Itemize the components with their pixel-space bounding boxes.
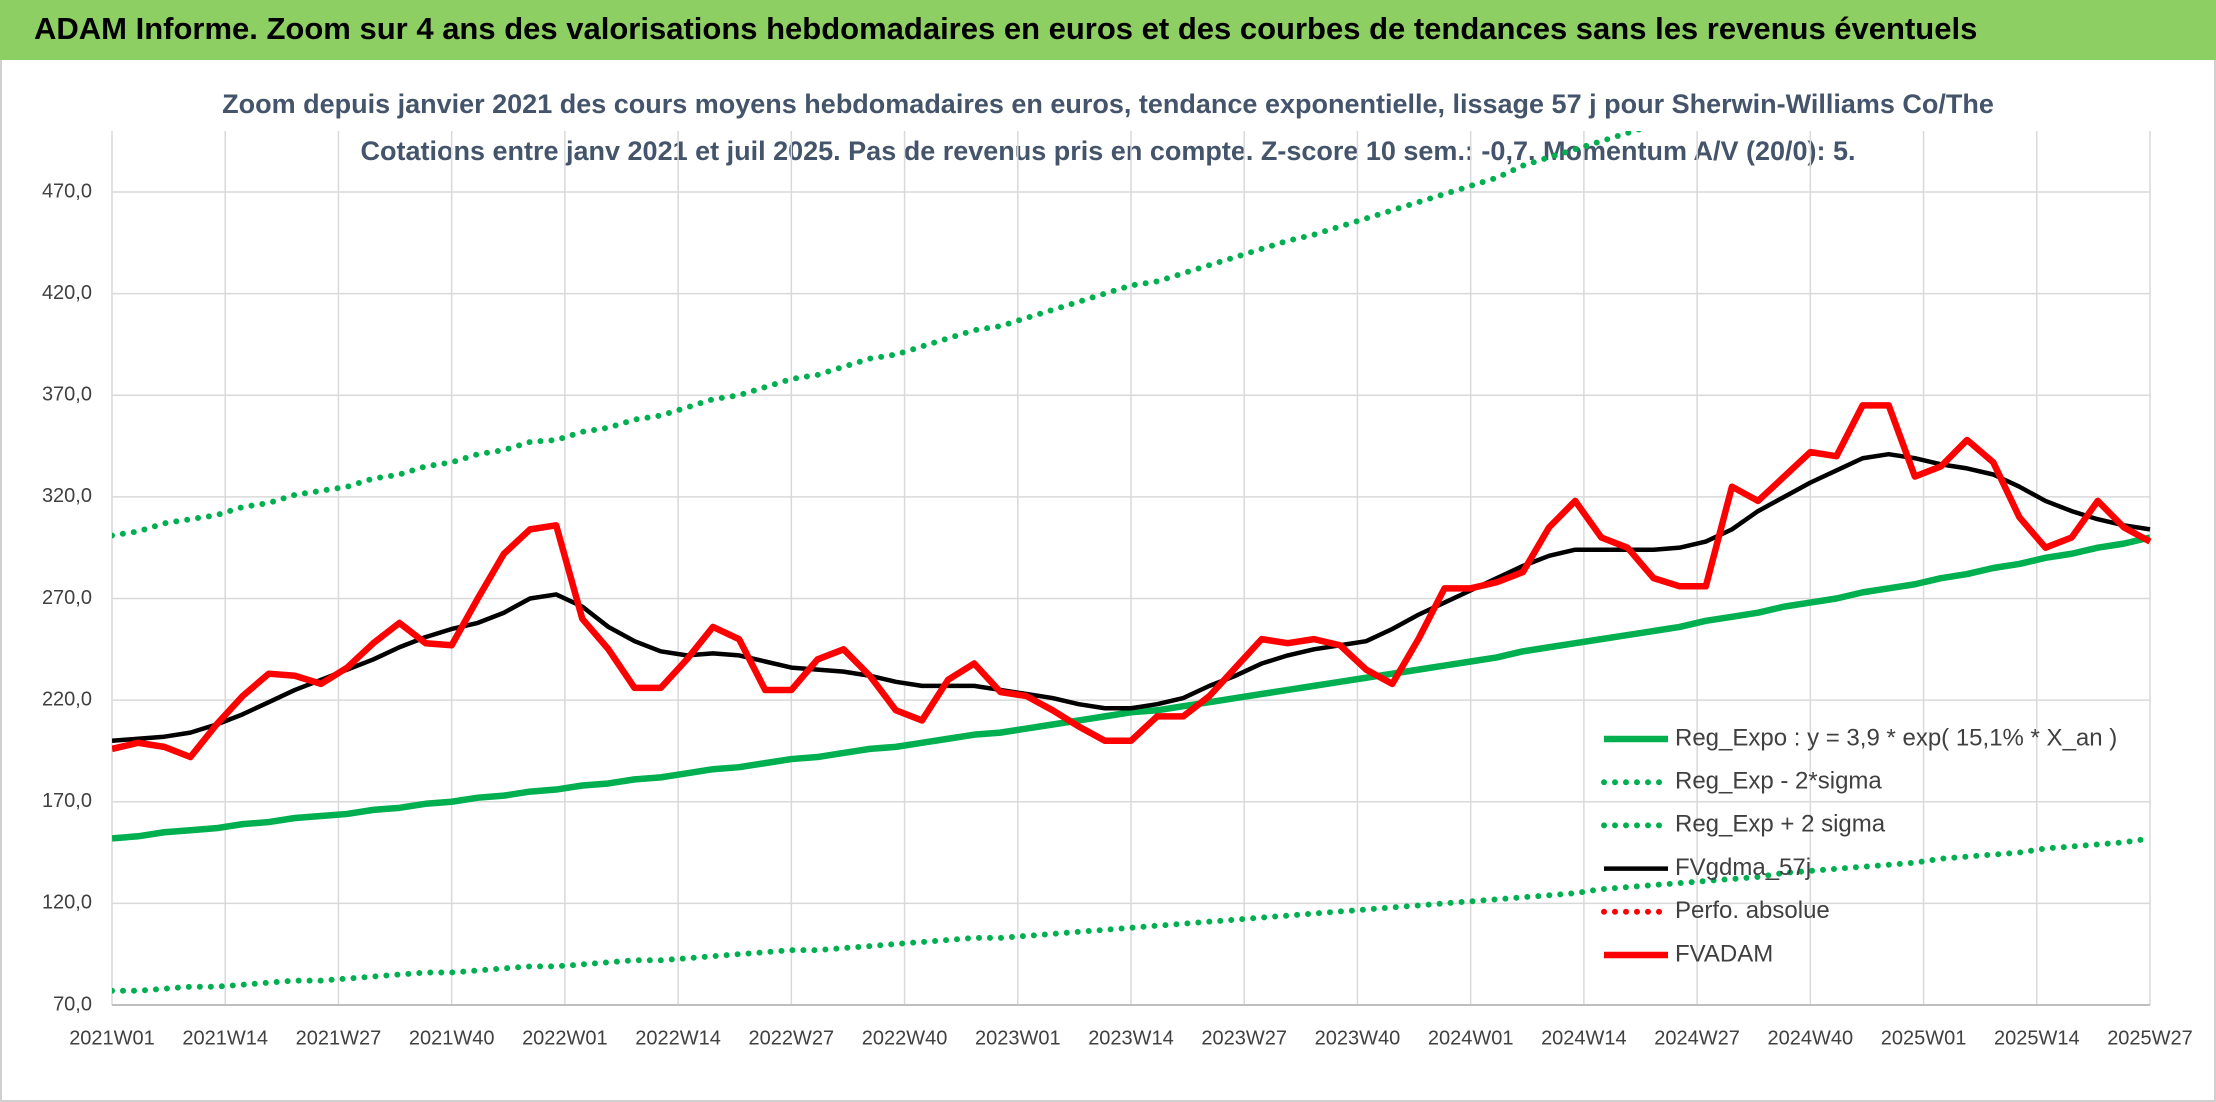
x-tick-label: 2025W14 <box>1994 1027 2080 1049</box>
y-tick-label: 470,0 <box>42 180 92 202</box>
y-tick-label: 170,0 <box>42 790 92 812</box>
plot-area <box>112 131 2152 994</box>
y-tick-label: 320,0 <box>42 485 92 507</box>
legend-label: Reg_Exp - 2*sigma <box>1675 768 1882 795</box>
x-tick-label: 2024W27 <box>1654 1027 1740 1049</box>
x-tick-label: 2021W01 <box>69 1027 155 1049</box>
x-tick-label: 2024W01 <box>1428 1027 1514 1049</box>
chart-title: Zoom depuis janvier 2021 des cours moyen… <box>222 89 1994 119</box>
x-tick-label: 2021W27 <box>296 1027 382 1049</box>
y-tick-label: 370,0 <box>42 384 92 406</box>
y-tick-label: 420,0 <box>42 282 92 304</box>
x-tick-label: 2022W27 <box>749 1027 835 1049</box>
y-tick-label: 120,0 <box>42 892 92 914</box>
grid <box>111 131 2151 1006</box>
series-line <box>112 402 2152 761</box>
series-line <box>112 451 2151 744</box>
x-tick-label: 2022W40 <box>862 1027 948 1049</box>
x-tick-label: 2021W14 <box>182 1027 268 1049</box>
header-bar <box>0 0 2216 60</box>
header-title: ADAM Informe. Zoom sur 4 ans des valoris… <box>34 11 1977 46</box>
legend-label: Reg_Exp + 2 sigma <box>1675 811 1886 838</box>
x-tick-label: 2023W27 <box>1201 1027 1287 1049</box>
x-tick-label: 2025W27 <box>2107 1027 2193 1049</box>
legend-label: FVgdma_57j <box>1675 854 1811 881</box>
x-tick-label: 2022W01 <box>522 1027 608 1049</box>
y-tick-label: 220,0 <box>42 688 92 710</box>
x-tick-label: 2021W40 <box>409 1027 495 1049</box>
legend-label: Perfo. absolue <box>1675 897 1830 924</box>
chart-subtitle: Cotations entre janv 2021 et juil 2025. … <box>360 136 1855 166</box>
y-tick-label: 70,0 <box>53 993 92 1015</box>
legend-label: FVADAM <box>1675 940 1773 967</box>
legend: Reg_Expo : y = 3,9 * exp( 15,1% * X_an )… <box>1601 724 2117 967</box>
x-tick-label: 2023W14 <box>1088 1027 1174 1049</box>
series-line <box>112 534 2151 842</box>
x-tick-label: 2023W40 <box>1315 1027 1401 1049</box>
x-tick-label: 2024W14 <box>1541 1027 1627 1049</box>
legend-label: Reg_Expo : y = 3,9 * exp( 15,1% * X_an ) <box>1675 724 2117 751</box>
axis-labels: 70,0 120,0 170,0 220,0 270,0 320,0 370,0 420,0 4… <box>42 180 2193 1049</box>
x-tick-label: 2022W14 <box>635 1027 721 1049</box>
series-line <box>112 835 2152 994</box>
x-tick-label: 2023W01 <box>975 1027 1061 1049</box>
x-tick-label: 2024W40 <box>1768 1027 1854 1049</box>
y-tick-label: 270,0 <box>42 587 92 609</box>
x-tick-label: 2025W01 <box>1881 1027 1967 1049</box>
